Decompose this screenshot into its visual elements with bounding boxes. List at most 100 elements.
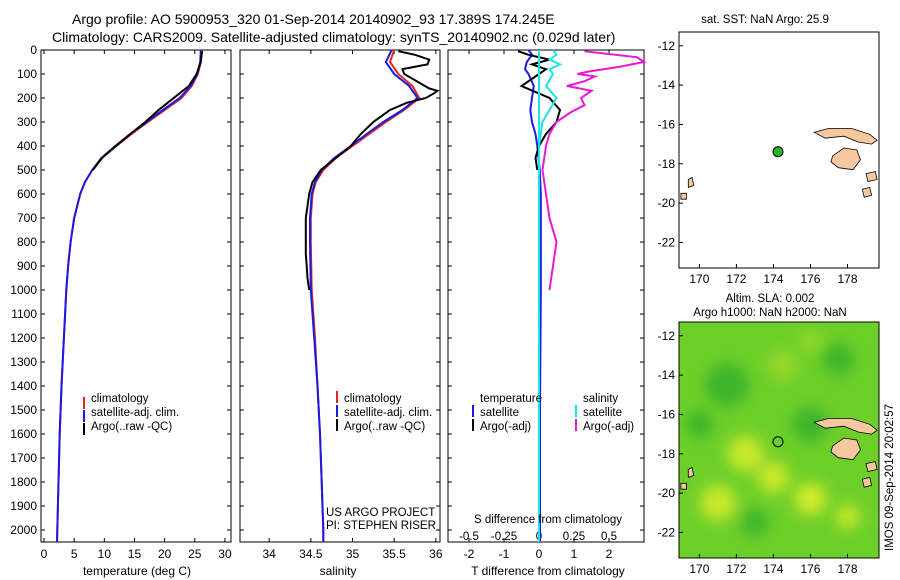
legend-label: climatology (344, 393, 402, 405)
float-position-marker (772, 146, 784, 158)
depth-tick-label: 300 (17, 115, 37, 129)
sla-anomaly (685, 410, 714, 439)
legend-label: satellite (583, 407, 622, 419)
island-shape (813, 417, 878, 435)
x-tick-label: -2 (464, 547, 475, 561)
depth-tick-label: 1500 (10, 403, 37, 417)
lat-tick-label: -14 (658, 368, 676, 382)
header-line2: Climatology: CARS2009. Satellite-adjuste… (52, 29, 615, 45)
sla-anomaly (705, 362, 750, 407)
lon-tick-label: 172 (726, 562, 746, 576)
legend-label: Argo(..raw -QC) (344, 421, 425, 433)
sla-anomaly (794, 483, 827, 515)
t-difference-xlabel: T difference from climatology (471, 564, 625, 578)
lon-tick-label: 172 (726, 272, 746, 286)
sla-map-ticks: 170 172 174 176 178 -12 -14 -16 -18 -20 -22 (658, 329, 858, 576)
legend-label: Argo(..raw -QC) (91, 421, 172, 433)
depth-tick-label: 400 (17, 139, 37, 153)
s-tick-label: -0.5 (459, 531, 479, 543)
series-line-satellite (523, 49, 542, 542)
sla-map-title: Altim. SLA: 0.002 (726, 293, 815, 305)
sla-anomaly (800, 331, 821, 352)
island-shape (830, 437, 861, 461)
island-shape (813, 127, 878, 145)
lat-tick-label: -20 (658, 196, 676, 210)
depth-tick-label: 1600 (10, 427, 37, 441)
lon-tick-label: 170 (689, 562, 709, 576)
difference-lines (517, 49, 647, 542)
series-line-climatology (56, 49, 203, 543)
s-difference-label: S difference from climatology (474, 514, 622, 526)
series-line-satellite-adj-clim (309, 49, 419, 542)
sla-map-land (680, 417, 878, 490)
sla-anomaly (740, 508, 769, 537)
x-tick-label: 25 (188, 547, 202, 561)
sla-anomaly (792, 406, 829, 443)
s-tick-label: -0.25 (491, 531, 517, 543)
depth-tick-label: 200 (17, 91, 37, 105)
depth-tick-label: 1100 (11, 307, 37, 321)
island-shape (861, 186, 873, 198)
island-shape (865, 461, 878, 472)
depth-tick-label: 100 (17, 67, 37, 81)
s-tick-label: 0.5 (601, 531, 617, 543)
depth-tick-label: 1000 (10, 283, 37, 297)
legend-label: Argo(-adj) (583, 421, 634, 433)
sst-map: sat. SST: NaN Argo: 25.9 170 172 174 176 178… (658, 14, 880, 286)
sla-anomaly (699, 484, 736, 521)
depth-tick-label: 600 (17, 187, 37, 201)
pi-annotation: PI: STEPHEN RISER (326, 520, 436, 532)
lon-tick-label: 176 (800, 562, 820, 576)
depth-tick-label: 0 (30, 43, 37, 57)
lat-tick-label: -20 (658, 486, 676, 500)
lat-tick-label: -18 (658, 157, 676, 171)
salinity-frame (239, 49, 441, 543)
lat-tick-label: -16 (658, 117, 676, 131)
sla-anomaly (822, 343, 855, 376)
float-position-marker (772, 436, 784, 448)
series-line-satellite (538, 49, 563, 542)
lat-tick-label: -18 (658, 447, 676, 461)
difference-legend: temperature salinity satellite Argo(-adj… (472, 393, 634, 433)
legend-label: satellite-adj. clim. (91, 407, 179, 419)
depth-tick-label: 1400 (10, 379, 37, 393)
temperature-axis-ticks: 0 5 10 15 20 25 30 (41, 50, 232, 561)
x-tick-label: 34.5 (299, 547, 323, 561)
x-tick-label: 10 (98, 547, 112, 561)
depth-tick-label: 2000 (10, 523, 37, 537)
series-line-argo-raw-qc (304, 50, 440, 291)
depth-tick-label: 800 (17, 235, 37, 249)
lon-tick-label: 170 (689, 272, 709, 286)
sst-map-title: sat. SST: NaN Argo: 25.9 (701, 14, 829, 26)
salinity-legend: climatology satellite-adj. clim. Argo(..… (336, 391, 432, 433)
temperature-xlabel: temperature (deg C) (83, 564, 191, 578)
x-tick-label: 35 (346, 547, 360, 561)
series-line-satellite-adj-clim (56, 49, 202, 543)
x-tick-label: 15 (128, 547, 142, 561)
lat-tick-label: -12 (658, 39, 676, 53)
x-tick-label: 2 (606, 547, 613, 561)
sst-map-land (680, 127, 878, 200)
x-tick-label: -1 (499, 547, 510, 561)
x-tick-label: 34 (262, 547, 276, 561)
lon-tick-label: 174 (763, 272, 783, 286)
x-tick-label: 20 (158, 547, 172, 561)
lon-tick-label: 178 (838, 272, 858, 286)
temperature-lines (56, 49, 203, 543)
sla-anomaly (768, 351, 797, 380)
lat-tick-label: -22 (658, 235, 676, 249)
lon-tick-label: 174 (763, 562, 783, 576)
lat-tick-label: -16 (658, 407, 676, 421)
x-tick-label: 35.5 (382, 547, 406, 561)
x-tick-label: 1 (571, 547, 578, 561)
legend-label: satellite-adj. clim. (344, 407, 432, 419)
x-tick-label: 0 (41, 547, 48, 561)
sla-anomaly-blobs (685, 331, 860, 537)
imos-watermark: IMOS 09-Sep-2014 20:02:57 (884, 404, 896, 551)
depth-tick-label: 1200 (10, 331, 37, 345)
lat-tick-label: -22 (658, 525, 676, 539)
legend-label: climatology (91, 393, 149, 405)
x-tick-label: 30 (218, 547, 232, 561)
island-shape (865, 171, 878, 182)
